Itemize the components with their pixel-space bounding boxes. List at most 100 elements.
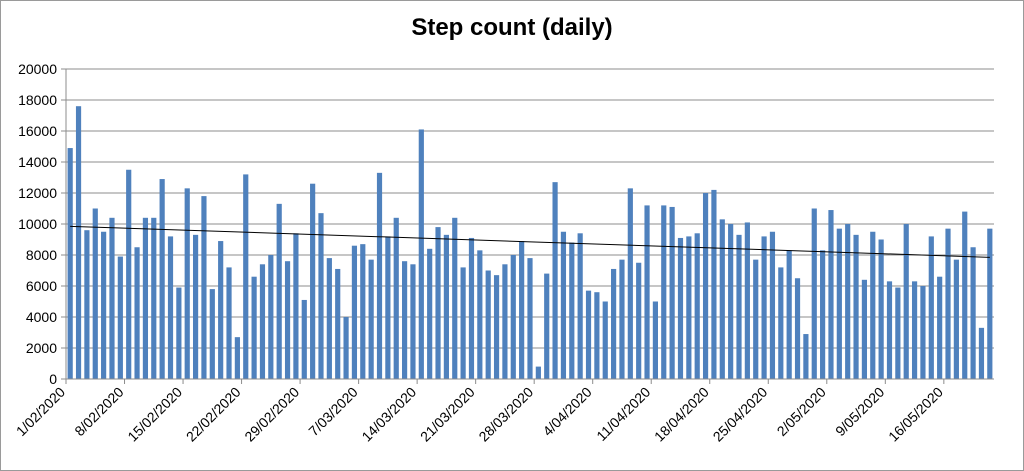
bar: [845, 224, 851, 379]
bar: [276, 203, 282, 379]
bar: [326, 258, 332, 379]
x-axis-labels: 1/02/2020 8/02/202015/02/202022/02/202029…: [13, 384, 946, 445]
bar: [569, 242, 575, 379]
bar: [753, 259, 759, 379]
bar: [736, 234, 742, 379]
x-tick-label: 14/03/2020: [358, 384, 419, 445]
x-tick-label: 9/05/2020: [832, 384, 888, 440]
bar: [477, 250, 483, 379]
bar: [360, 244, 366, 379]
bar: [84, 230, 90, 379]
y-axis-labels: 0 2000 4000 6000 8000 10000 12000 14000 16000 180…: [18, 61, 57, 387]
bar: [335, 268, 341, 379]
bar: [911, 281, 918, 379]
bar: [159, 179, 165, 379]
bar: [385, 236, 391, 379]
bar: [209, 289, 215, 379]
bar: [702, 193, 709, 379]
bar: [226, 267, 232, 379]
bar: [970, 247, 976, 379]
bar: [861, 279, 868, 379]
bar: [184, 188, 190, 379]
x-tick-label: 11/04/2020: [593, 384, 653, 444]
bar: [552, 182, 558, 379]
bar: [293, 233, 299, 379]
trendline-group: [70, 225, 990, 258]
bar: [410, 264, 416, 379]
y-tick-label: 2000: [26, 340, 57, 356]
bar: [452, 217, 458, 379]
bar: [895, 287, 901, 379]
bar: [176, 287, 182, 379]
bar: [460, 267, 466, 379]
bar: [310, 183, 316, 379]
bar: [502, 264, 508, 379]
bar: [945, 228, 951, 379]
y-tick-label: 14000: [18, 154, 57, 170]
x-tick-label: 22/02/2020: [183, 384, 244, 445]
bar: [811, 208, 817, 379]
bar: [259, 264, 266, 379]
bar: [251, 276, 257, 379]
bar: [828, 210, 834, 379]
x-tick-label: 29/02/2020: [241, 384, 302, 445]
bar: [820, 250, 826, 379]
x-tick-label: 8/02/2020: [71, 384, 127, 440]
bar: [744, 222, 750, 379]
bar: [711, 189, 717, 379]
bar: [602, 301, 608, 379]
chart-title: Step count (daily): [411, 14, 613, 41]
y-tick-label: 6000: [26, 278, 57, 294]
y-tick-label: 10000: [18, 216, 57, 232]
bar: [686, 236, 692, 379]
bar: [243, 174, 249, 379]
bar: [527, 258, 533, 379]
bar: [728, 224, 734, 379]
bar: [109, 217, 115, 379]
y-tick-label: 8000: [26, 247, 57, 263]
bar: [928, 236, 934, 379]
bar: [978, 327, 985, 379]
x-tick-label: 16/05/2020: [885, 384, 946, 445]
bar: [393, 217, 399, 379]
y-tick-label: 0: [49, 371, 57, 387]
bar: [669, 206, 675, 379]
bar: [677, 237, 684, 379]
bar: [778, 267, 784, 379]
bar: [351, 245, 358, 379]
x-tick-label: 18/04/2020: [651, 384, 712, 445]
bar: [585, 290, 592, 379]
bar: [535, 366, 541, 379]
bar: [301, 299, 307, 379]
y-tick-label: 20000: [18, 61, 57, 77]
bar: [167, 236, 174, 379]
bars: [67, 106, 993, 379]
bar: [268, 255, 274, 379]
bar: [903, 224, 909, 379]
bar: [719, 219, 725, 379]
bar: [853, 234, 859, 379]
bar: [134, 247, 140, 379]
x-tick-label: 28/03/2020: [475, 384, 536, 445]
bar: [117, 256, 123, 379]
bar: [75, 106, 82, 379]
bar: [652, 301, 658, 379]
bar: [485, 270, 491, 379]
x-tick-label: 25/04/2020: [710, 384, 771, 445]
bar: [836, 228, 842, 379]
x-tick-label: 1/02/2020: [13, 384, 69, 440]
bar: [560, 231, 567, 379]
bar: [644, 205, 650, 379]
bar: [318, 213, 324, 379]
bar: [694, 233, 700, 379]
bar: [218, 241, 224, 379]
bar: [468, 237, 475, 379]
bar: [192, 234, 199, 379]
bar: [962, 211, 968, 379]
bar: [126, 169, 132, 379]
bar: [794, 278, 801, 379]
bar: [878, 239, 884, 379]
bar: [201, 196, 207, 379]
bar: [544, 273, 550, 379]
bar: [151, 217, 157, 379]
